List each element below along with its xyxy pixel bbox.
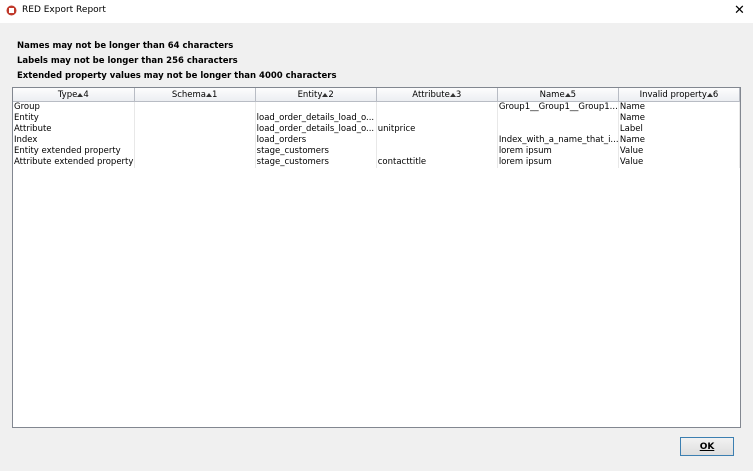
table-cell: Index_with_a_name_that_i... [497, 135, 619, 146]
sort-indicator: 1 [206, 90, 217, 100]
sort-arrow [77, 92, 84, 97]
table-cell [497, 113, 619, 124]
table-cell: stage_customers [255, 146, 377, 157]
table-cell [255, 101, 377, 113]
sort-arrow [322, 92, 329, 97]
table-cell: lorem ipsum [497, 157, 619, 168]
table-cell [134, 135, 256, 146]
table-cell [134, 101, 256, 113]
sort-indicator: 2 [322, 89, 334, 100]
ok-button[interactable]: OK [680, 437, 734, 456]
sort-indicator: 3 [449, 89, 462, 100]
column-label: Entity [297, 89, 323, 100]
sort-arrow [706, 92, 713, 97]
sort-order: 6 [712, 89, 719, 100]
table-row[interactable]: Entity extended property stage_customers l… [13, 146, 740, 157]
table-cell: lorem ipsum [497, 146, 619, 157]
table-cell [376, 146, 498, 157]
table-cell [134, 124, 256, 135]
sort-order: 2 [328, 89, 334, 100]
table-cell: Name [618, 113, 740, 124]
table-cell: unitprice [376, 124, 498, 135]
message: Names may not be longer than 64 characte… [17, 41, 234, 51]
column-label: Type [57, 89, 78, 100]
column-label: Schema [171, 89, 206, 100]
table-cell: contacttitle [376, 157, 498, 168]
table-cell: Entity [13, 113, 135, 124]
table-row[interactable]: Attribute load_order_details_load_o... uni… [13, 124, 740, 135]
table-cell: load_order_details_load_o... [255, 113, 377, 124]
table-cell: Value [618, 146, 740, 157]
table-row[interactable]: Entity load_order_details_load_o... Name [13, 113, 740, 124]
app-icon [6, 5, 17, 16]
column-label: Name [539, 89, 565, 100]
table-cell [497, 124, 619, 135]
table-cell [376, 101, 498, 113]
table-cell: Entity extended property [13, 146, 135, 157]
table-cell: Name [618, 101, 740, 113]
column-header[interactable]: Invalid property 6 [618, 88, 740, 102]
sort-indicator: 5 [564, 89, 577, 100]
column-label: Attribute [412, 89, 450, 100]
table-row[interactable]: Group Group1__Group1__Group1... Name [13, 101, 740, 113]
table-row[interactable]: Attribute extended property stage_custome… [13, 157, 740, 168]
table-cell: Index [13, 135, 135, 146]
report-table: Type 4 Schema 1 Entity 2 Attribute 3 Name 5 Invali… [12, 87, 741, 428]
sort-order: 3 [455, 89, 462, 100]
table-cell: Name [618, 135, 740, 146]
table-cell [134, 146, 256, 157]
title-bar: RED Export Report ✕ [0, 0, 753, 23]
sort-arrow [449, 92, 456, 97]
table: Type 4 Schema 1 Entity 2 Attribute 3 Name 5 Invali… [13, 88, 740, 168]
table-cell [376, 113, 498, 124]
table-cell: Group [13, 101, 135, 113]
column-header[interactable]: Attribute 3 [376, 88, 498, 102]
table-cell: Attribute extended property [13, 157, 135, 168]
table-cell: load_order_details_load_o... [255, 124, 377, 135]
column-header[interactable]: Schema 1 [134, 88, 256, 102]
table-row[interactable]: Index load_orders Index_with_a_name_that_i… [13, 135, 740, 146]
sort-order: 4 [83, 89, 89, 100]
table-cell: load_orders [255, 135, 377, 146]
table-cell [134, 157, 256, 168]
sort-order: 1 [212, 89, 218, 100]
column-header[interactable]: Name 5 [497, 88, 619, 102]
table-cell: Value [618, 157, 740, 168]
column-header[interactable]: Type 4 [13, 88, 135, 102]
sort-indicator: 6 [706, 89, 719, 100]
table-cell: Attribute [13, 124, 135, 135]
table-cell: stage_customers [255, 157, 377, 168]
message: Extended property values may not be long… [17, 71, 337, 81]
table-cell: Group1__Group1__Group1... [497, 101, 619, 113]
sort-order: 5 [570, 89, 577, 100]
sort-indicator: 4 [77, 89, 89, 100]
table-cell: Label [618, 124, 740, 135]
table-cell [134, 113, 256, 124]
table-cell [376, 135, 498, 146]
window-title: RED Export Report [22, 5, 106, 15]
sort-arrow [206, 92, 212, 97]
close-button[interactable]: ✕ [734, 3, 745, 18]
sort-arrow [564, 92, 571, 97]
message: Labels may not be longer than 256 charac… [17, 56, 238, 66]
column-label: Invalid property [639, 89, 707, 100]
column-header[interactable]: Entity 2 [255, 88, 377, 102]
